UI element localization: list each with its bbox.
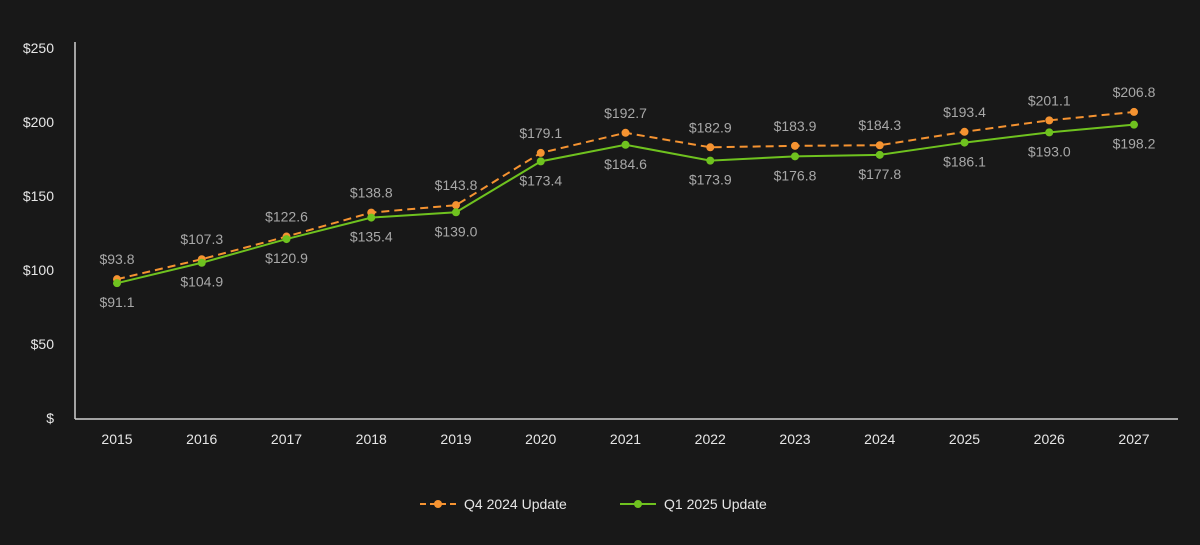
data-label: $198.2 [1113,136,1156,152]
legend-label: Q1 2025 Update [664,496,767,512]
data-point [960,138,969,147]
legend-item: Q4 2024 Update [420,496,567,512]
x-tick-label: 2023 [779,431,810,447]
data-label: $176.8 [774,167,817,183]
x-tick-label: 2022 [695,431,726,447]
data-point [282,235,291,244]
x-tick-label: 2026 [1034,431,1065,447]
data-point [875,150,884,159]
data-label: $184.3 [858,117,901,133]
legend-marker [634,500,642,508]
data-label: $120.9 [265,250,308,266]
x-tick-label: 2020 [525,431,556,447]
data-point [452,208,460,217]
data-point [791,141,799,150]
data-label: $183.9 [774,118,817,134]
data-point [197,258,206,267]
data-label: $186.1 [943,154,986,170]
data-point [791,152,799,161]
data-point [875,141,884,150]
data-label: $139.0 [435,223,478,239]
y-tick-label: $100 [23,262,54,278]
data-label: $93.8 [99,251,134,267]
legend: Q4 2024 Update Q1 2025 Update [420,496,767,512]
data-label: $143.8 [435,177,478,193]
x-tick-label: 2017 [271,431,302,447]
y-tick-label: $250 [23,40,54,56]
data-label: $193.4 [943,104,986,120]
x-tick-label: 2025 [949,431,980,447]
data-label: $184.6 [604,156,647,172]
x-tick-label: 2019 [440,431,471,447]
data-label: $173.4 [519,172,562,188]
series-1: $91.1 $104.9 $120.9 $135.4 $139.0 $173.4 $184.… [99,120,1156,310]
data-point [621,140,630,149]
data-point [536,148,545,157]
data-label: $135.4 [350,229,393,245]
data-point [706,156,715,165]
data-point [1045,128,1054,137]
data-point [1045,116,1054,125]
legend-marker [434,500,442,508]
data-label: $179.1 [519,125,562,141]
data-label: $122.6 [265,209,308,225]
y-tick-label: $200 [23,114,54,130]
data-label: $138.8 [350,185,393,201]
data-label: $177.8 [858,166,901,182]
y-tick-label: $50 [31,336,55,352]
data-label: $107.3 [180,231,223,247]
x-tick-label: 2024 [864,431,895,447]
data-point [113,279,121,288]
data-point [452,201,460,210]
data-label: $201.1 [1028,92,1071,108]
data-label: $206.8 [1113,84,1156,100]
data-label: $104.9 [180,274,223,290]
data-point [367,213,376,222]
data-point [1130,120,1138,129]
data-point [621,128,630,137]
data-point [536,157,545,166]
data-label: $182.9 [689,119,732,135]
x-tick-label: 2018 [356,431,387,447]
x-tick-label: 2015 [101,431,132,447]
data-point [960,127,969,136]
legend-label: Q4 2024 Update [464,496,567,512]
data-label: $192.7 [604,105,647,121]
legend-item: Q1 2025 Update [620,496,767,512]
x-tick-label: 2021 [610,431,641,447]
series-0: $93.8 $107.3 $122.6 $138.8 $143.8 $179.1 $192.… [99,84,1156,284]
y-tick-label: $ [46,410,54,426]
data-point [1130,107,1138,116]
data-point [706,143,715,152]
data-label: $91.1 [99,294,134,310]
x-tick-label: 2016 [186,431,217,447]
data-label: $173.9 [689,172,732,188]
data-label: $193.0 [1028,143,1071,159]
y-tick-label: $150 [23,188,54,204]
x-tick-label: 2027 [1118,431,1149,447]
